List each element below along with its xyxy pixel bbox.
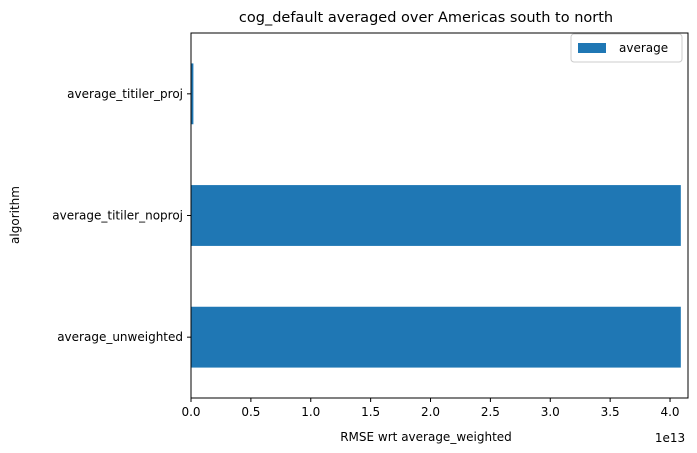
- x-tick-label: 3.5: [601, 405, 620, 419]
- legend-box: [570, 33, 683, 63]
- legend: average: [570, 33, 683, 63]
- y-axis: average_unweighted average_titiler_noproj…: [52, 87, 191, 344]
- y-tick-label: average_titiler_proj: [67, 87, 183, 101]
- x-tick-label: 1.5: [361, 405, 380, 419]
- x-tick-label: 2.0: [421, 405, 440, 419]
- x-tick-label: 3.0: [541, 405, 560, 419]
- x-axis-offset-label: 1e13: [655, 431, 685, 445]
- bar-average_unweighted: [191, 306, 681, 368]
- x-tick-label: 0.0: [181, 405, 200, 419]
- x-tick-label: 1.0: [301, 405, 320, 419]
- y-tick-label: average_unweighted: [57, 330, 183, 344]
- y-tick-label: average_titiler_noproj: [52, 209, 183, 223]
- x-axis: 0.0 0.5 1.0 1.5 2.0 2.5 3.0 3.5 4.0: [181, 398, 680, 419]
- legend-label: average: [619, 41, 668, 55]
- x-axis-label: RMSE wrt average_weighted: [340, 430, 512, 444]
- x-tick-label: 4.0: [660, 405, 679, 419]
- bar-average_titiler_noproj: [191, 185, 681, 246]
- plot-bars: [191, 63, 681, 368]
- x-tick-label: 2.5: [481, 405, 500, 419]
- legend-swatch: [578, 43, 606, 53]
- y-axis-label: algorithm: [8, 186, 22, 244]
- x-tick-label: 0.5: [241, 405, 260, 419]
- chart-title: cog_default averaged over Americas south…: [239, 10, 613, 26]
- bar-average_titiler_proj: [191, 63, 194, 125]
